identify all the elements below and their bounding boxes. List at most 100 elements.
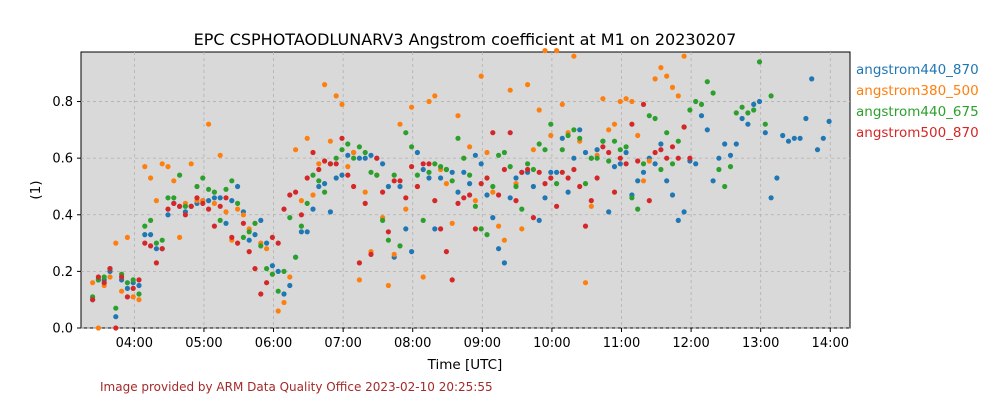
data-point (339, 172, 345, 178)
data-point (472, 152, 478, 158)
data-point (136, 297, 142, 303)
data-point (704, 79, 710, 85)
data-point (536, 107, 542, 113)
data-point (438, 226, 444, 232)
data-point (501, 237, 507, 243)
data-point (582, 223, 589, 229)
data-point (513, 198, 519, 204)
data-point (252, 266, 258, 272)
data-point (264, 246, 270, 252)
data-point (153, 240, 159, 246)
data-point (814, 147, 821, 153)
data-point (449, 169, 455, 175)
data-point (530, 183, 537, 190)
data-point (513, 183, 519, 190)
data-point (339, 101, 345, 107)
data-point (148, 175, 154, 181)
data-point (142, 240, 148, 246)
data-point (136, 282, 142, 289)
data-point (159, 161, 165, 167)
axis-ticks: 04:00 05:00 06:00 07:00 08:00 09:00 10:00 11:00… (52, 95, 849, 351)
data-point (339, 135, 345, 141)
data-point (530, 166, 537, 173)
data-point (171, 195, 177, 201)
data-point (356, 155, 362, 161)
data-point (681, 53, 687, 59)
data-point (351, 183, 357, 190)
data-point (554, 169, 560, 175)
data-point (188, 161, 194, 167)
data-point (217, 152, 223, 158)
data-point (594, 147, 600, 153)
data-point (762, 130, 768, 136)
data-point (426, 169, 432, 175)
data-point (652, 161, 658, 167)
data-point (258, 291, 264, 297)
data-point (658, 65, 664, 71)
data-point (484, 175, 490, 181)
data-point (455, 189, 461, 195)
data-point (640, 178, 647, 184)
data-point (107, 274, 113, 280)
data-point (90, 297, 96, 303)
data-point (629, 98, 635, 105)
data-point (629, 195, 635, 201)
data-point (745, 121, 751, 127)
data-point (548, 132, 554, 139)
data-point (165, 206, 171, 212)
data-point (664, 178, 670, 184)
data-point (264, 240, 270, 246)
data-point (687, 155, 693, 161)
data-point (623, 96, 629, 102)
x-tick-label: 13:00 (742, 336, 779, 351)
data-point (113, 240, 119, 246)
data-point (287, 282, 293, 289)
data-point (582, 181, 589, 187)
data-point (362, 149, 368, 156)
data-point (159, 237, 165, 243)
data-point (582, 280, 589, 286)
attribution-text: Image provided by ARM Data Quality Offic… (100, 380, 493, 394)
data-point (310, 206, 316, 212)
data-point (652, 149, 658, 156)
data-point (310, 172, 316, 178)
data-point (420, 166, 426, 173)
data-point (287, 192, 293, 198)
data-point (606, 127, 612, 133)
data-point (362, 155, 368, 161)
data-point (675, 93, 681, 99)
data-point (165, 195, 171, 201)
data-point (577, 183, 583, 190)
data-point (298, 198, 304, 204)
x-tick-label: 07:00 (324, 336, 361, 351)
data-point (252, 220, 258, 226)
data-point (397, 243, 403, 249)
data-point (646, 198, 652, 204)
data-point (501, 166, 507, 173)
data-point (472, 198, 478, 204)
data-point (600, 96, 606, 102)
data-point (525, 166, 531, 173)
data-point (310, 192, 316, 198)
data-point (293, 189, 299, 195)
data-point (496, 152, 502, 158)
data-point (733, 141, 739, 147)
data-point (165, 164, 171, 170)
data-point (727, 164, 734, 170)
data-point (229, 178, 235, 184)
data-point (101, 274, 107, 280)
data-point (501, 149, 507, 156)
data-point (391, 251, 397, 257)
data-point (322, 189, 328, 195)
data-point (275, 288, 281, 294)
data-point (455, 200, 461, 206)
data-point (240, 212, 246, 218)
data-point (235, 183, 241, 190)
data-point (774, 175, 780, 181)
data-point (177, 172, 183, 178)
data-point (681, 209, 687, 215)
data-point (304, 135, 310, 141)
data-point (124, 285, 130, 291)
data-point (310, 149, 316, 156)
data-point (606, 209, 612, 215)
